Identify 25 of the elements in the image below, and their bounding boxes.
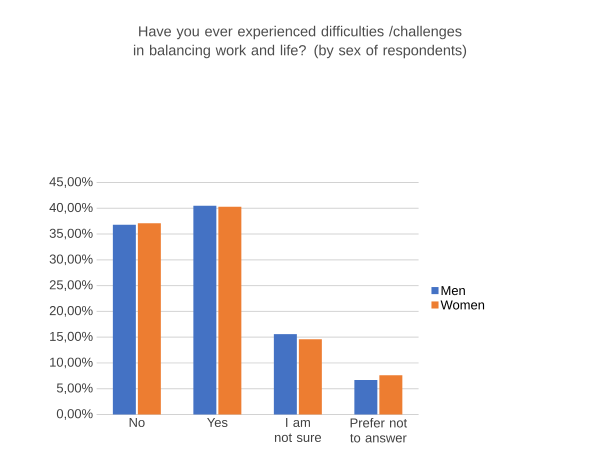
x-tick-label: I am not sure [274,418,322,442]
x-tick-label: Yes [207,418,228,428]
y-tick-label: 0,00% [56,409,93,420]
bar [298,339,322,414]
bar [112,224,136,414]
y-tick-label: 20,00% [50,306,93,317]
legend-label: Men [442,286,465,296]
y-tick-label: 30,00% [50,254,93,266]
bar [193,206,216,414]
legend-label: Women [440,300,484,310]
y-tick-label: 40,00% [49,202,93,214]
x-tick-label: Prefer not to answer [350,418,408,442]
bar [138,223,161,414]
y-tick-label: 25,00% [50,280,93,291]
y-tick-label: 10,00% [50,358,93,368]
bar [354,380,378,414]
bar [379,375,402,414]
y-tick-label: 35,00% [50,228,93,240]
bar [218,206,242,414]
bar [274,334,297,414]
y-tick-label: 15,00% [50,332,93,343]
y-tick-label: 5,00% [56,383,93,394]
chart-title: Have you ever experienced difficulties /challenges in balancing work and life? (by sex of respondents) [134,26,466,58]
x-tick-label: No [130,418,145,428]
y-tick-label: 45,00% [49,177,93,188]
